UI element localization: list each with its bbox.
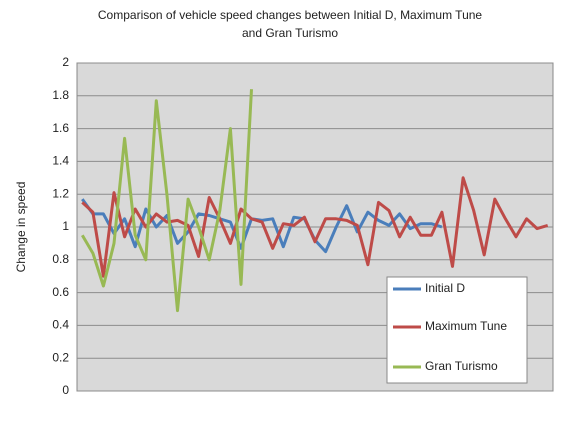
y-tick-label: 0.4 bbox=[52, 318, 69, 332]
chart-title: Comparison of vehicle speed changes betw… bbox=[97, 8, 483, 40]
y-tick-label: 0.2 bbox=[52, 350, 69, 364]
y-tick-label: 0.8 bbox=[52, 252, 69, 266]
legend-label: Gran Turismo bbox=[425, 359, 498, 373]
y-tick-label: 1.6 bbox=[52, 121, 69, 135]
y-axis-label: Change in speed bbox=[14, 182, 28, 273]
y-tick-label: 1.8 bbox=[52, 88, 69, 102]
legend-label: Initial D bbox=[425, 281, 465, 295]
y-tick-label: 1.4 bbox=[52, 154, 69, 168]
series-line bbox=[81, 176, 549, 278]
y-tick-label: 1.2 bbox=[52, 186, 69, 200]
y-tick-label: 0.6 bbox=[52, 285, 69, 299]
y-tick-label: 1 bbox=[62, 219, 69, 233]
series-line bbox=[81, 89, 253, 313]
y-tick-label: 2 bbox=[62, 55, 69, 69]
y-tick-label: 0 bbox=[62, 383, 69, 397]
legend-label: Maximum Tune bbox=[425, 319, 507, 333]
legend-box bbox=[386, 276, 528, 384]
